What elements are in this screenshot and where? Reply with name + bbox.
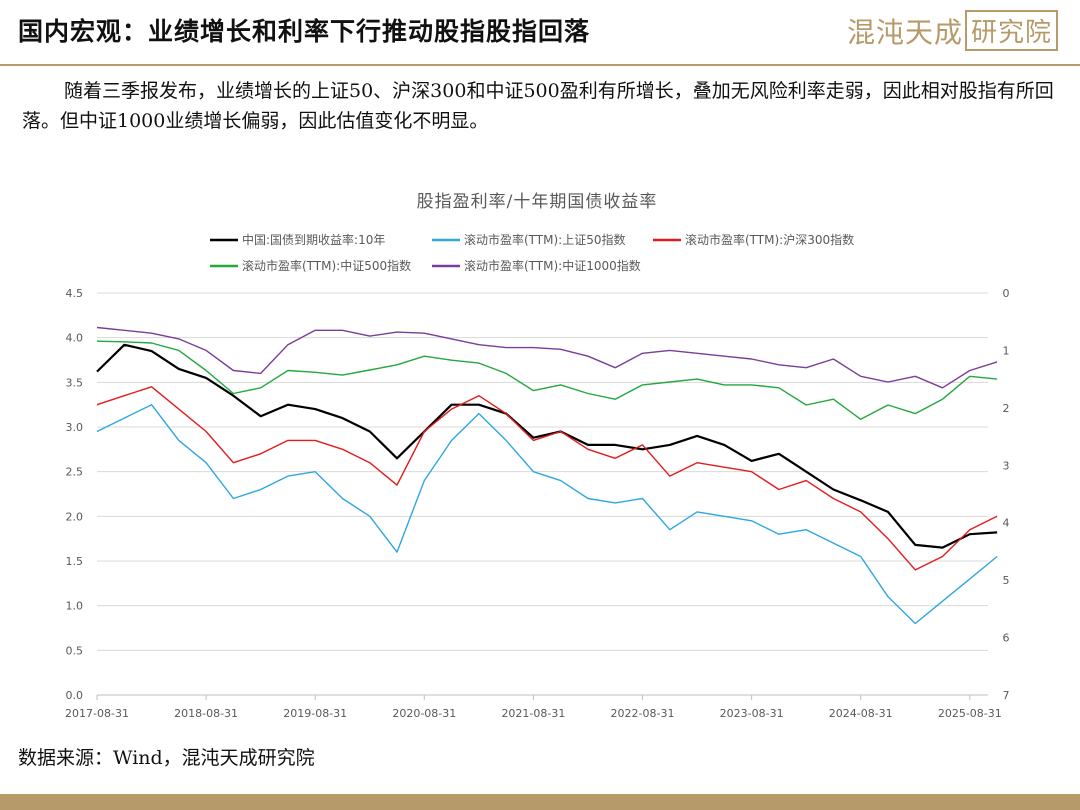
grid-lines <box>97 292 988 696</box>
x-tick-label: 2025-08-31 <box>938 707 1002 720</box>
x-tick-label: 2017-08-31 <box>65 707 129 720</box>
series-line-2 <box>96 386 998 571</box>
brand-logo: 混沌天成 研究院 <box>847 10 1058 51</box>
series-line-0 <box>96 343 998 549</box>
left-tick-label: 0.0 <box>66 689 84 702</box>
right-tick-label: 1 <box>1003 344 1010 357</box>
chart-legend: 中国:国债到期收益率:10年 滚动市盈率(TTM):上证50指数 滚动市盈率(TTM… <box>210 232 854 273</box>
right-tick-label: 2 <box>1003 402 1010 415</box>
left-tick-label: 1.5 <box>66 555 84 568</box>
legend-label: 滚动市盈率(TTM):中证500指数 <box>242 258 411 273</box>
x-tick-label: 2022-08-31 <box>611 707 675 720</box>
right-tick-label: 4 <box>1003 517 1010 530</box>
x-tick-label: 2024-08-31 <box>829 707 893 720</box>
left-axis-ticks: 0.0 0.5 1.0 1.5 2.0 2.5 3.0 3.5 4.0 4.5 <box>66 287 84 702</box>
x-tick-label: 2020-08-31 <box>392 707 456 720</box>
x-axis-ticks: 2017-08-31 2018-08-31 2019-08-31 2020-08-31… <box>65 694 1002 720</box>
left-tick-label: 2.5 <box>66 466 84 479</box>
right-tick-label: 3 <box>1003 459 1010 472</box>
left-tick-label: 1.0 <box>66 600 84 613</box>
legend-label: 滚动市盈率(TTM):沪深300指数 <box>685 232 854 247</box>
x-tick-label: 2021-08-31 <box>501 707 565 720</box>
left-tick-label: 0.5 <box>66 644 84 657</box>
x-tick-label: 2023-08-31 <box>720 707 784 720</box>
page-title: 国内宏观：业绩增长和利率下行推动股指股指回落 <box>18 17 591 46</box>
right-tick-label: 5 <box>1003 574 1010 587</box>
page-header: 国内宏观：业绩增长和利率下行推动股指股指回落 混沌天成 研究院 <box>0 0 1080 64</box>
left-tick-label: 4.0 <box>66 332 84 345</box>
logo-box-text: 研究院 <box>964 10 1058 51</box>
legend-label: 滚动市盈率(TTM):上证50指数 <box>464 232 625 247</box>
footer-bar <box>0 794 1080 810</box>
data-source: 数据来源：Wind，混沌天成研究院 <box>18 747 315 769</box>
right-tick-label: 0 <box>1003 287 1010 300</box>
legend-label: 滚动市盈率(TTM):中证1000指数 <box>464 258 641 273</box>
series-line-4 <box>96 326 998 389</box>
series-line-1 <box>96 403 998 625</box>
right-tick-label: 7 <box>1003 689 1010 702</box>
chart-title: 股指盈利率/十年期国债收益率 <box>417 192 658 212</box>
legend-label: 中国:国债到期收益率:10年 <box>242 232 385 247</box>
left-tick-label: 3.5 <box>66 376 84 389</box>
x-tick-label: 2019-08-31 <box>283 707 347 720</box>
series-line-3 <box>96 340 998 421</box>
series-lines <box>96 326 998 625</box>
left-tick-label: 4.5 <box>66 287 84 300</box>
yield-chart: 股指盈利率/十年期国债收益率 0.0 0.5 1.0 1.5 2.0 2.5 3.0 3.5 4… <box>65 192 1010 720</box>
logo-text: 混沌天成 <box>846 15 963 49</box>
body-paragraph: 随着三季报发布，业绩增长的上证50、沪深300和中证500盈利有所增长，叠加无风… <box>22 80 1054 132</box>
right-axis-ticks: 0 1 2 3 4 5 6 7 <box>1003 287 1010 702</box>
left-tick-label: 2.0 <box>66 510 84 523</box>
left-tick-label: 3.0 <box>66 421 84 434</box>
x-tick-label: 2018-08-31 <box>174 707 238 720</box>
right-tick-label: 6 <box>1003 632 1010 645</box>
header-divider <box>0 64 1080 66</box>
